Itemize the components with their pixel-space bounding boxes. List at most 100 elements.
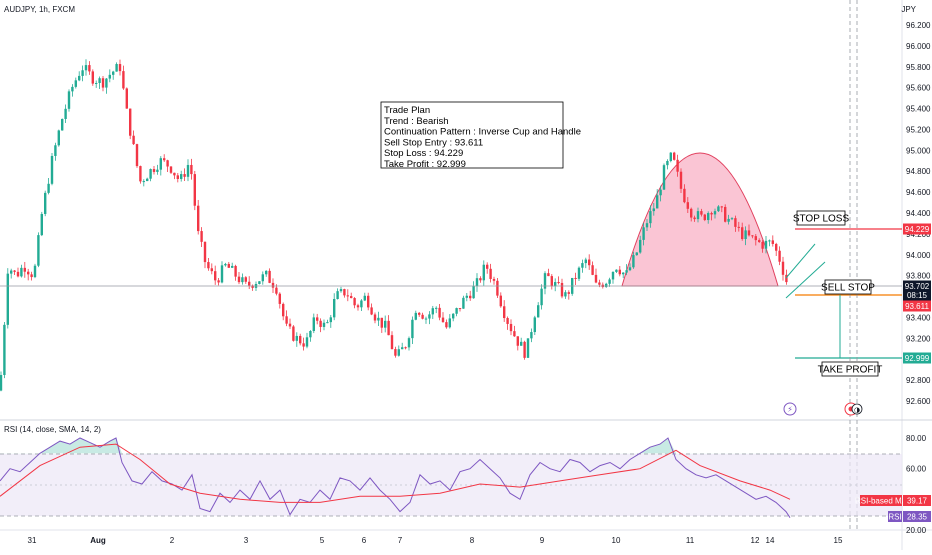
price-axis-ticks: 96.200 96.000 95.800 95.600 95.400 95.200 95.0… [906, 21, 931, 406]
rsi-title: RSI (14, close, SMA, 14, 2) [4, 425, 101, 434]
candle-body [537, 305, 540, 318]
time-tick-label: 15 [834, 536, 843, 545]
sell-stop-label: SELL STOP [821, 283, 875, 294]
candle-body [190, 164, 193, 175]
candle-body [10, 270, 13, 274]
candle-body [108, 74, 111, 79]
rsi-tick-label: 20.00 [906, 526, 927, 535]
candle-body [771, 240, 774, 244]
candle-body [64, 108, 67, 119]
candle-body [156, 169, 159, 172]
candle-body [683, 188, 686, 203]
rsi-ma-value-tag [903, 495, 931, 506]
candle-body [486, 264, 489, 269]
event-dot-icon[interactable]: ◑ [844, 402, 863, 416]
candle-body [380, 317, 383, 328]
candle-body [448, 318, 451, 328]
rsi-value: 28.35 [907, 513, 928, 522]
time-tick-label: 3 [244, 536, 249, 545]
candle-body [186, 164, 190, 177]
rsi-ma-tag [860, 495, 902, 506]
candle-body [241, 277, 244, 283]
stop-loss-label: STOP LOSS [793, 214, 850, 225]
candle-body [132, 135, 135, 145]
candle-body [533, 317, 536, 333]
candle-body [649, 211, 652, 224]
candle-body [74, 80, 77, 87]
candle-body [146, 178, 149, 182]
candle-body [445, 322, 448, 328]
candle-body [472, 286, 475, 299]
candle-body [84, 65, 88, 71]
time-tick-label: 11 [686, 536, 695, 545]
price-tick-label: 93.400 [906, 313, 931, 322]
candle-body [550, 276, 553, 287]
rsi-tag [888, 511, 902, 522]
candle-body [737, 226, 740, 228]
candle-body [336, 291, 339, 300]
price-tick-label: 95.600 [906, 84, 931, 93]
price-tick-label: 94.000 [906, 251, 931, 260]
candle-body [370, 307, 373, 315]
candle-body [13, 270, 16, 272]
candle-body [326, 322, 329, 324]
candle-body [384, 320, 387, 328]
candle-body [781, 261, 785, 275]
candle-body [244, 277, 247, 282]
time-tick-label: 2 [170, 536, 175, 545]
sell-stop-label-box [824, 279, 872, 295]
candle-body [299, 335, 302, 344]
candle-body [734, 218, 737, 227]
take-profit-label: TAKE PROFIT [818, 365, 883, 376]
rsi-overbought-fill [0, 438, 790, 454]
take-profit-label-box [821, 361, 879, 377]
candle-body [424, 318, 428, 320]
stop-loss-tag-text: 94.229 [905, 225, 930, 234]
candle-body [414, 312, 417, 320]
candle-body [465, 295, 468, 298]
candle-body [373, 314, 377, 321]
trade-plan-line: Sell Stop Entry : 93.611 [384, 137, 483, 148]
candle-body [435, 307, 438, 309]
candle-body [159, 158, 162, 170]
candle-body [248, 281, 251, 286]
candle-body [764, 240, 768, 249]
lightning-icon[interactable]: ⚡ [783, 402, 797, 416]
candle-body [662, 165, 666, 190]
candle-body [730, 218, 734, 220]
time-tick-label: 7 [398, 536, 403, 545]
candle-body [278, 293, 281, 304]
candle-body [217, 280, 220, 283]
candle-body [775, 243, 778, 251]
candle-body [509, 323, 513, 332]
stop-loss-label-box [796, 210, 846, 226]
candle-body [23, 267, 26, 272]
candle-body [652, 208, 655, 212]
candle-body [693, 217, 696, 220]
candle-body [690, 208, 693, 218]
candle-body [520, 341, 523, 346]
candle-body [581, 263, 584, 268]
candle-body [622, 272, 625, 275]
price-tick-label: 96.000 [906, 42, 931, 51]
candle-body [394, 349, 397, 356]
time-tick-label: 8 [470, 536, 475, 545]
rsi-ma-line [0, 443, 791, 503]
candle-body [499, 295, 502, 307]
candle-body [611, 271, 615, 280]
candle-body [322, 322, 326, 327]
price-tick-label: 94.400 [906, 209, 931, 218]
candle-body [482, 264, 485, 281]
candle-body [591, 265, 594, 275]
candle-body [251, 285, 254, 288]
candle-body [227, 263, 230, 268]
candle-body [193, 174, 196, 206]
candle-body [234, 265, 237, 277]
candle-body [183, 174, 186, 177]
candle-body [258, 281, 261, 285]
price-tick-label: 96.200 [906, 21, 931, 30]
price-tick-label: 95.200 [906, 125, 931, 134]
candle-body [513, 331, 516, 337]
sell-entry-tag [903, 300, 931, 312]
candle-body [282, 303, 285, 317]
